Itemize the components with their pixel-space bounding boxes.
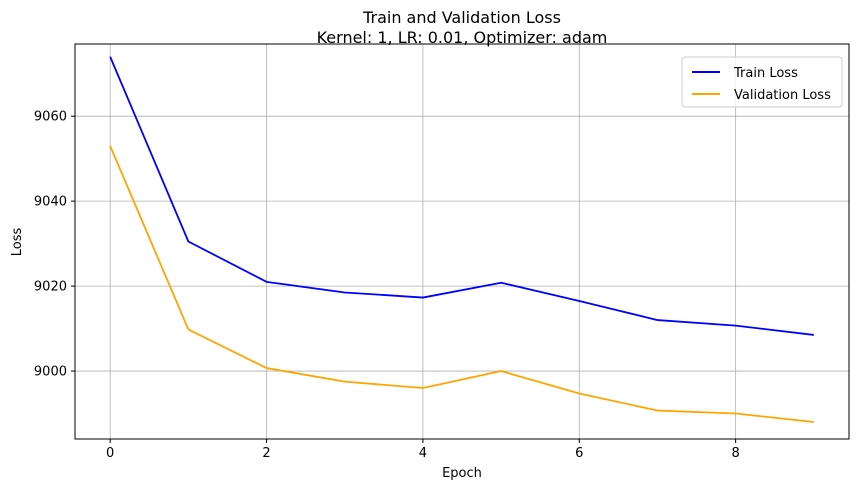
x-tick-label: 0 [106, 446, 114, 461]
chart-subtitle: Kernel: 1, LR: 0.01, Optimizer: adam [317, 28, 608, 47]
x-tick-label: 8 [731, 446, 739, 461]
y-tick-label: 9060 [34, 110, 67, 125]
train-loss-line [109, 56, 814, 336]
legend: Train Loss Validation Loss [681, 56, 843, 108]
y-tick-label: 9040 [34, 195, 67, 210]
legend-validation-label: Validation Loss [734, 88, 831, 103]
y-tick-label: 9000 [34, 365, 67, 380]
chart-title: Train and Validation Loss [362, 8, 561, 27]
series-layer [109, 56, 814, 423]
x-tick-label: 4 [419, 446, 427, 461]
x-axis-label: Epoch [442, 466, 482, 481]
plot-background [75, 44, 849, 439]
y-tick-label: 9020 [34, 280, 67, 295]
x-tick-label: 2 [262, 446, 270, 461]
plot-frame [74, 43, 850, 440]
axis-ticks: 0 2 4 6 8 9000 9020 9040 9060 [34, 110, 740, 461]
x-tick-label: 6 [575, 446, 583, 461]
y-axis-label: Loss [10, 228, 25, 257]
legend-train-label: Train Loss [733, 66, 798, 81]
legend-box [681, 56, 843, 108]
validation-loss-line [109, 145, 814, 423]
grid-lines [75, 44, 849, 439]
